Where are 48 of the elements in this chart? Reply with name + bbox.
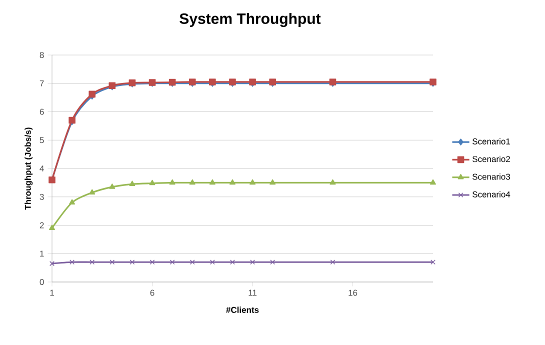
point [90, 260, 95, 265]
point [149, 180, 156, 186]
y-tick-label: 5 [40, 137, 44, 144]
y-tick-label: 4 [40, 166, 44, 172]
point [110, 260, 115, 265]
x-tick-label: 1 [50, 290, 54, 296]
y-tick-label: 7 [40, 80, 44, 86]
point [209, 179, 216, 185]
y-tick-label: 1 [40, 250, 44, 257]
point [49, 224, 55, 230]
point [170, 260, 175, 265]
x-tick-label: 6 [150, 290, 154, 296]
point [129, 180, 136, 186]
point [250, 179, 256, 185]
point [169, 179, 176, 185]
x-tick-label: 11 [248, 290, 257, 296]
point [89, 189, 96, 195]
point [210, 260, 215, 265]
chart-title: System Throughput [180, 12, 321, 28]
y-tick-label: 0 [40, 278, 44, 286]
point [330, 260, 336, 265]
point [430, 260, 436, 265]
point [130, 260, 135, 265]
y-tick-label: 2 [40, 222, 44, 228]
point [49, 261, 55, 266]
y-tick-label: 8 [40, 52, 44, 58]
x-axis-title: #Clients [226, 306, 259, 313]
y-axis-title: Throughput (Jobs/s) [24, 128, 33, 210]
x-tick-label: 16 [348, 290, 358, 296]
point [229, 179, 236, 185]
point [189, 179, 196, 185]
y-tick-label: 6 [40, 108, 44, 115]
point [430, 179, 436, 185]
point [270, 179, 276, 185]
legend-label: Scenario3 [472, 174, 510, 180]
legend-label: Scenario2 [472, 156, 510, 162]
legend-label: Scenario4 [472, 191, 510, 198]
legend-label: Scenario1 [472, 138, 510, 144]
point [150, 260, 155, 265]
point [70, 260, 75, 265]
point [109, 184, 116, 189]
point [230, 260, 235, 265]
point [190, 260, 195, 265]
point [270, 260, 276, 265]
point [250, 260, 256, 265]
point [330, 179, 336, 185]
y-tick-label: 3 [40, 194, 44, 200]
point [69, 199, 76, 204]
